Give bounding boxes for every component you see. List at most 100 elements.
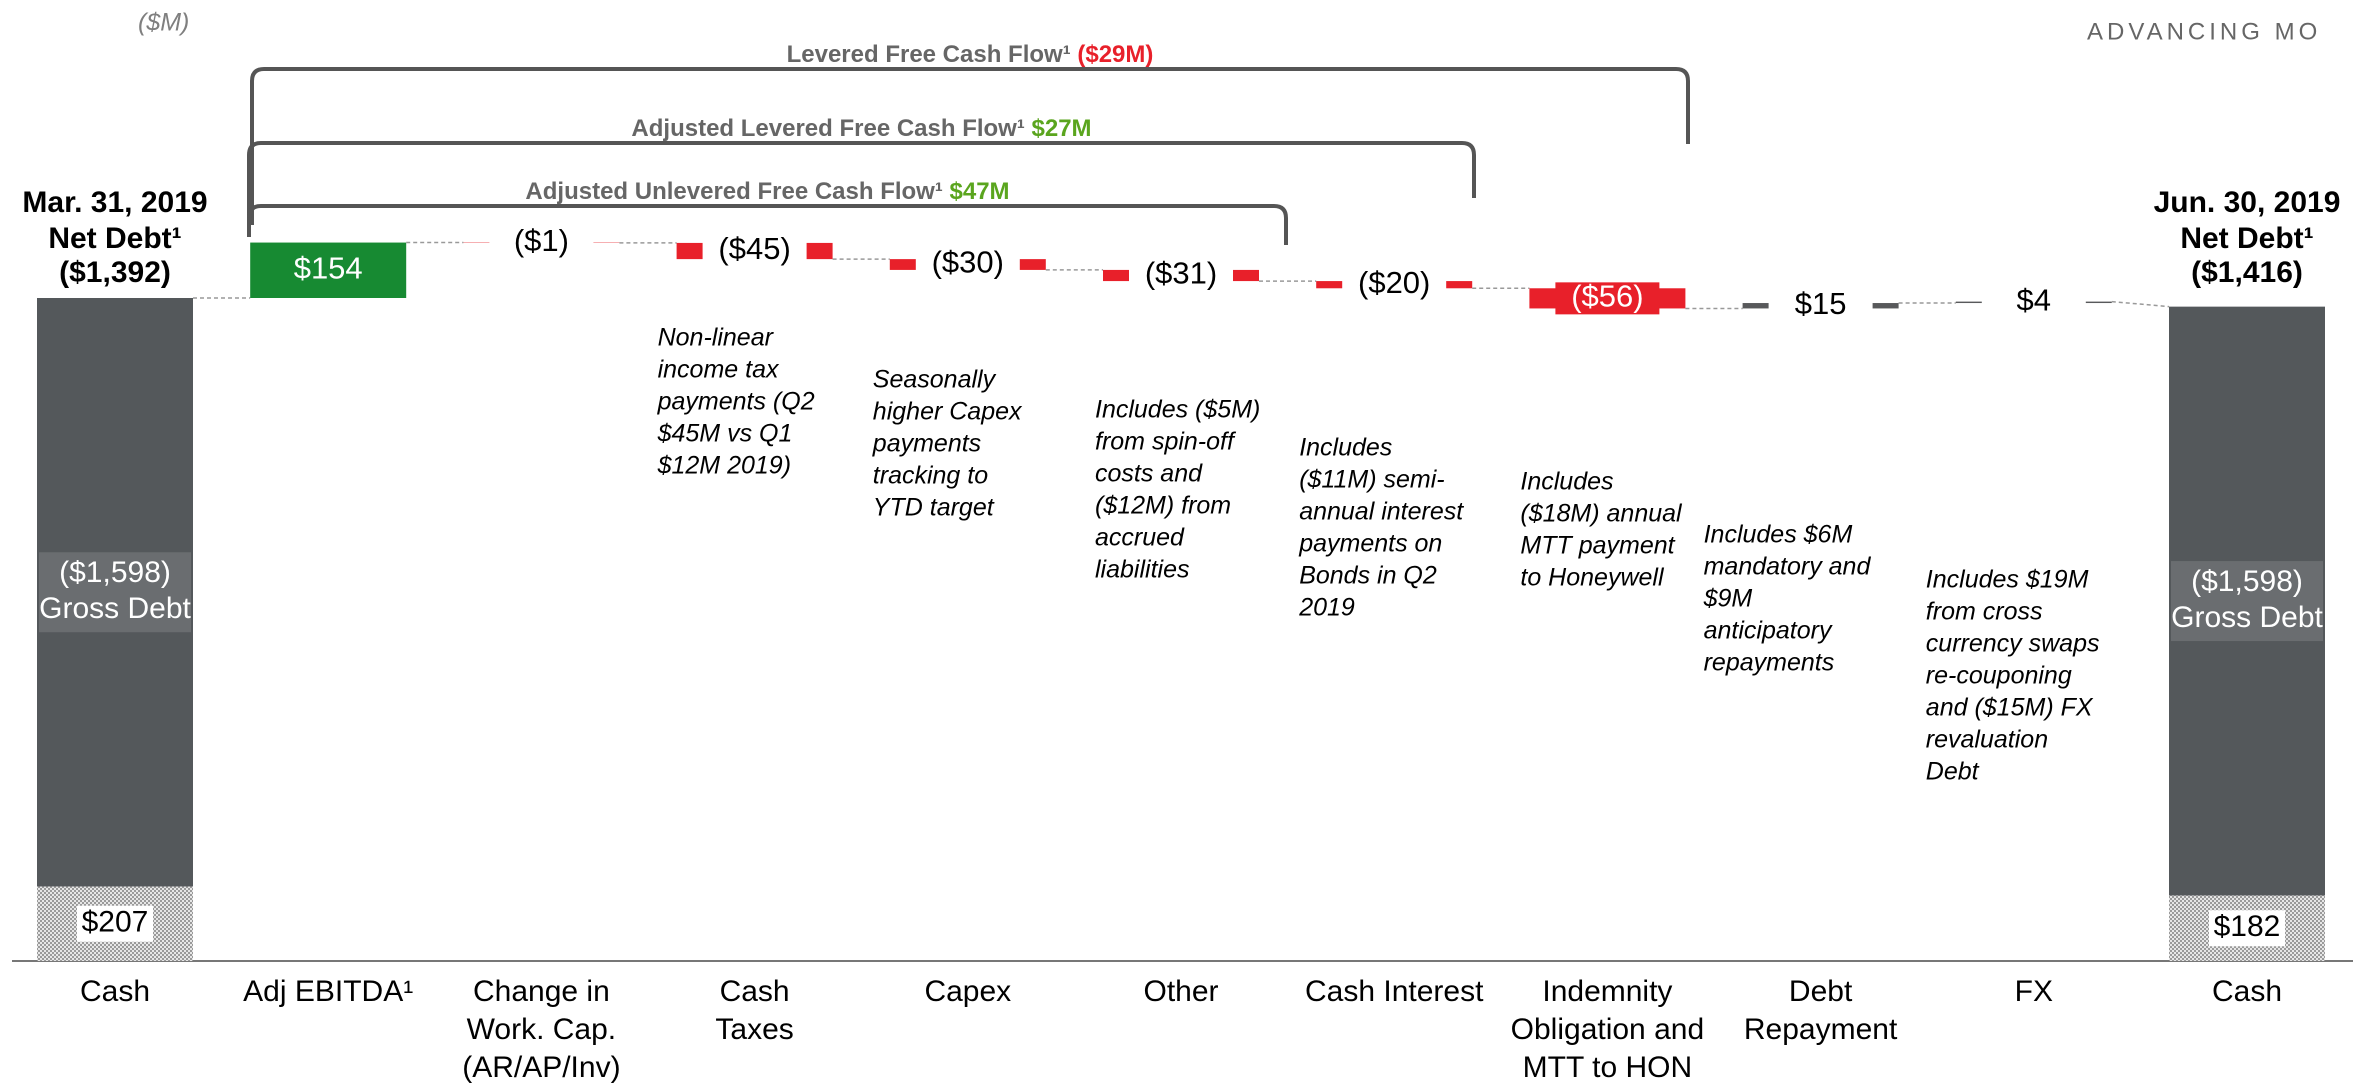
- annotation: accrued: [1095, 524, 1185, 552]
- connector: [2111, 300, 2170, 308]
- x-tick-label: (AR/AP/Inv): [462, 1051, 620, 1084]
- x-tick-label: Obligation and: [1511, 1013, 1704, 1046]
- x-tick-label: Change in: [473, 975, 610, 1008]
- annotation: Seasonally: [873, 366, 997, 394]
- annotation: costs and: [1095, 460, 1203, 488]
- bracket-label: Levered Free Cash Flow¹: [787, 41, 1071, 68]
- value-label: ($56): [1571, 279, 1643, 314]
- x-tick-label: Work. Cap.: [467, 1013, 617, 1046]
- annotation: ($12M) from: [1095, 492, 1231, 520]
- gross-debt-caption: Gross Debt: [39, 592, 191, 625]
- value-label: $15: [1795, 286, 1847, 321]
- x-tick-label: Cash: [80, 975, 150, 1008]
- net-debt-date: Jun. 30, 2019: [2154, 186, 2341, 219]
- annotation: currency swaps: [1926, 630, 2100, 658]
- value-label-box: [1129, 259, 1233, 292]
- annotation: Includes: [1520, 468, 1613, 496]
- cash-label-box: [77, 905, 153, 942]
- annotation: $9M: [1703, 585, 1753, 613]
- annotation: Includes $6M: [1704, 521, 1853, 549]
- value-label-box: [1981, 286, 2086, 319]
- net-debt-date: Mar. 31, 2019: [22, 186, 207, 219]
- x-tick-label: Cash Interest: [1305, 975, 1484, 1008]
- bracket-value: $27M: [1032, 115, 1092, 142]
- annotation: 2019: [1298, 594, 1355, 622]
- net-debt-title: Net Debt¹: [48, 222, 181, 255]
- cash-label: $182: [2214, 910, 2281, 943]
- x-tick-label: Other: [1143, 975, 1218, 1008]
- annotation: payments (Q2: [657, 388, 815, 416]
- annotation: annual interest: [1299, 498, 1464, 526]
- annotation: re-couponing: [1926, 662, 2072, 690]
- annotation: Includes ($5M): [1095, 396, 1260, 424]
- x-tick-label: Cash: [2212, 975, 2282, 1008]
- annotation: Debt: [1926, 758, 1980, 786]
- x-tick-label: FX: [2015, 975, 2053, 1008]
- x-tick-label: Indemnity: [1542, 975, 1672, 1008]
- value-label: ($31): [1145, 256, 1217, 291]
- x-tick-label: Repayment: [1744, 1013, 1898, 1046]
- annotation: from cross: [1926, 598, 2043, 626]
- annotation: to Honeywell: [1520, 564, 1665, 592]
- net-debt-title: Net Debt¹: [2180, 222, 2313, 255]
- cash-label-box: [2209, 910, 2285, 947]
- gross-debt-label: ($1,598): [2191, 565, 2303, 598]
- annotation: Includes $19M: [1926, 566, 2089, 594]
- bracket-title: Adjusted Levered Free Cash Flow¹ $27M: [631, 115, 1091, 142]
- gross-debt-label-box: [39, 552, 191, 633]
- value-label-box: [702, 235, 807, 268]
- annotation: and ($15M) FX: [1926, 694, 2094, 722]
- bracket-value: ($29M): [1077, 41, 1153, 68]
- logo-tagline: ADVANCING MO: [2087, 18, 2321, 45]
- value-label: $4: [2017, 283, 2051, 318]
- annotation: ($11M) semi-: [1299, 466, 1444, 494]
- x-tick-label: Cash: [720, 975, 790, 1008]
- value-label: ($20): [1358, 265, 1430, 300]
- x-tick-label: Taxes: [715, 1013, 793, 1046]
- annotation: liabilities: [1095, 556, 1189, 584]
- annotation: Includes: [1299, 434, 1392, 462]
- net-debt-label: ($1,392): [59, 256, 171, 289]
- unit-label: ($M): [138, 9, 189, 37]
- annotation: Non-linear: [658, 324, 775, 352]
- annotation: higher Capex: [873, 398, 1023, 426]
- cash-label: $207: [82, 906, 149, 939]
- bracket-title: Levered Free Cash Flow¹ ($29M): [787, 41, 1154, 68]
- bracket: [250, 67, 1690, 225]
- annotation: anticipatory: [1704, 617, 1833, 645]
- value-label-box: [1555, 282, 1660, 315]
- bracket-title: Adjusted Unlevered Free Cash Flow¹ $47M: [525, 178, 1009, 205]
- annotation: payments on: [1298, 530, 1442, 558]
- gross-debt-label: ($1,598): [59, 556, 171, 589]
- value-label-box: [1342, 268, 1447, 301]
- x-tick-label: MTT to HON: [1523, 1051, 1692, 1084]
- bracket: [247, 204, 1288, 245]
- annotation: repayments: [1704, 649, 1835, 677]
- bracket: [247, 141, 1476, 230]
- x-tick-label: Adj EBITDA¹: [243, 975, 413, 1008]
- value-label: ($1): [514, 223, 569, 258]
- annotation: tracking to: [873, 462, 988, 490]
- value-label: ($30): [932, 245, 1004, 280]
- bracket-value: $47M: [950, 178, 1010, 205]
- annotation: MTT payment: [1520, 532, 1675, 560]
- annotation: $12M 2019): [657, 452, 791, 480]
- value-label-box: [1768, 289, 1873, 322]
- step-bar: [250, 242, 407, 298]
- bracket-label: Adjusted Levered Free Cash Flow¹: [631, 115, 1024, 142]
- value-label: ($45): [718, 231, 790, 266]
- gross-debt-caption: Gross Debt: [2171, 601, 2323, 634]
- annotation: $45M vs Q1: [657, 420, 793, 448]
- annotation: mandatory and: [1704, 553, 1872, 581]
- x-tick-label: Capex: [924, 975, 1011, 1008]
- net-debt-label: ($1,416): [2191, 256, 2303, 289]
- annotation: from spin-off: [1095, 428, 1237, 456]
- x-tick-label: Debt: [1789, 975, 1853, 1008]
- annotation: revaluation: [1926, 726, 2048, 754]
- annotation: income tax: [658, 356, 780, 384]
- value-label-box: [915, 248, 1020, 281]
- bracket-label: Adjusted Unlevered Free Cash Flow¹: [525, 178, 942, 205]
- annotation: Bonds in Q2: [1299, 562, 1437, 590]
- annotation: payments: [872, 430, 981, 458]
